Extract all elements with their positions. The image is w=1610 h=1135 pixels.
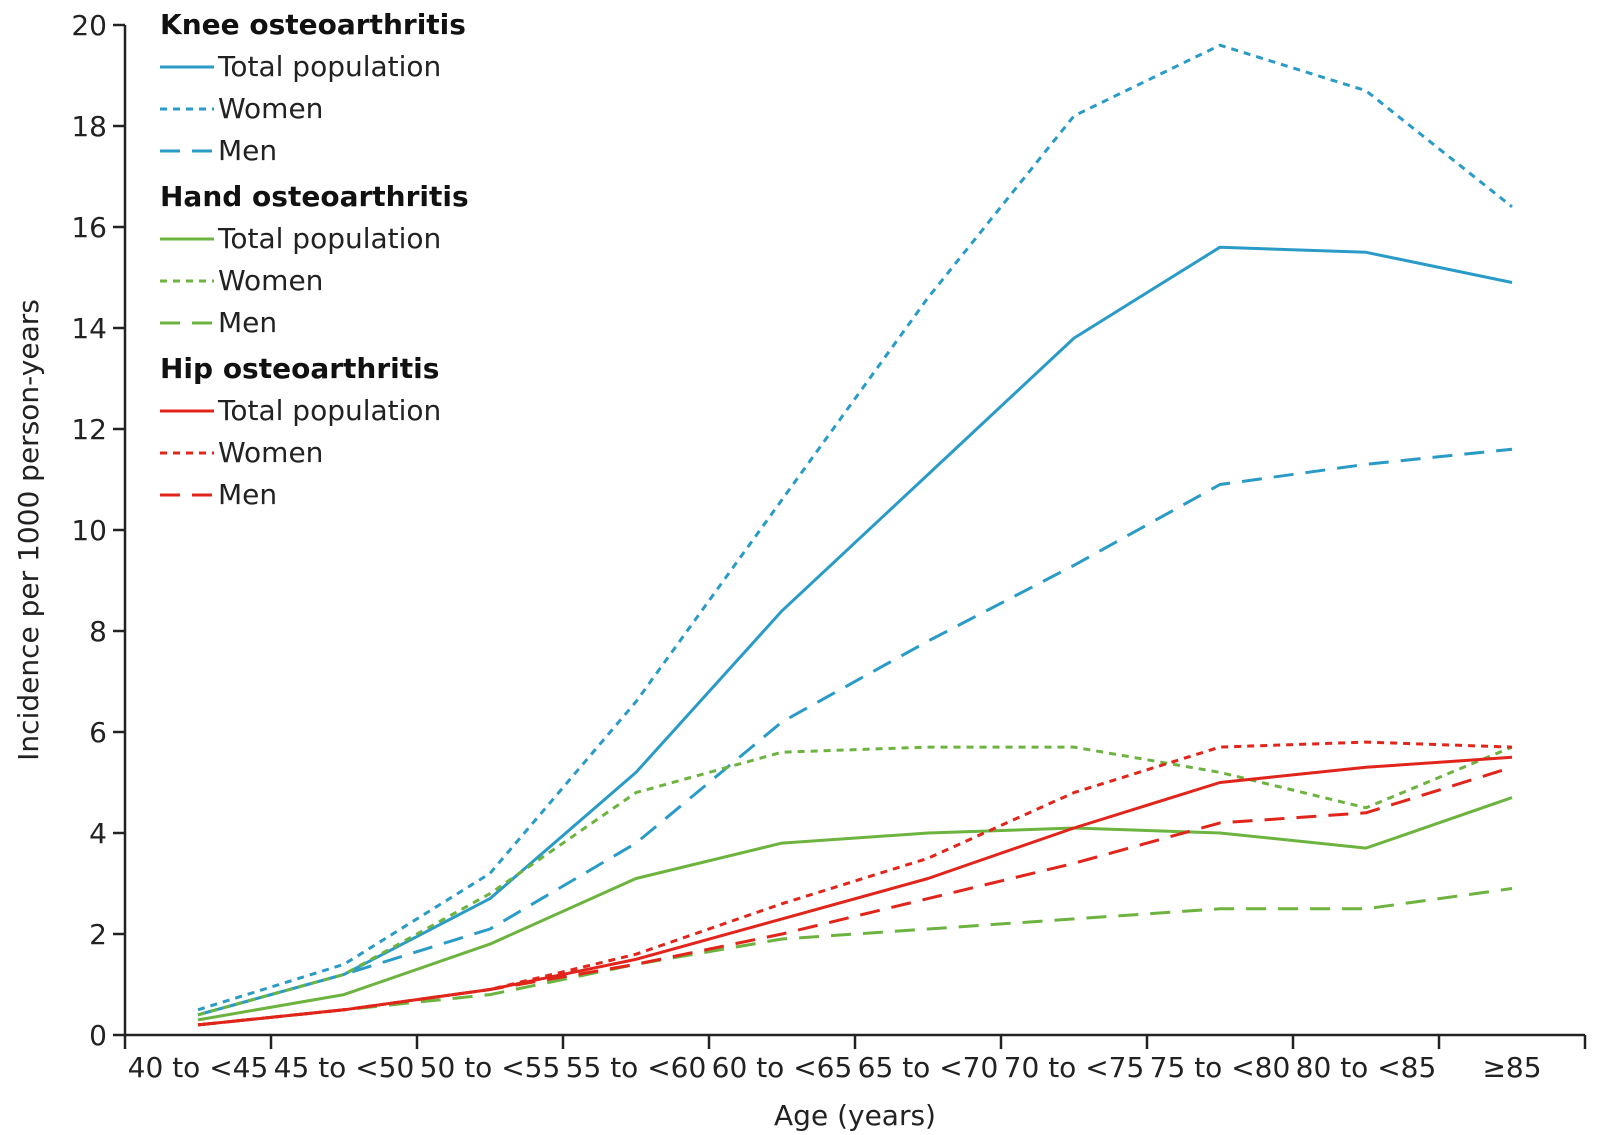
- legend-group-title: Hip osteoarthritis: [160, 352, 439, 385]
- series-line-hip-women: [197, 740, 1513, 1027]
- y-axis-title: Incidence per 1000 person-years: [12, 299, 45, 761]
- x-tick-label: 60 to <65: [712, 1051, 853, 1084]
- y-tick-label: 20: [71, 9, 107, 42]
- x-tick-label: 50 to <55: [420, 1051, 561, 1084]
- legend-label: Total population: [217, 222, 441, 255]
- x-tick-label: 65 to <70: [858, 1051, 999, 1084]
- series-line-hip-men: [197, 765, 1513, 1027]
- series-line-knee-men: [197, 447, 1513, 1017]
- y-tick-label: 8: [89, 615, 107, 648]
- x-tick-label: 75 to <80: [1150, 1051, 1291, 1084]
- x-tick-label: 55 to <60: [566, 1051, 707, 1084]
- y-tick-label: 12: [71, 413, 107, 446]
- series-line-hand-total-population: [197, 796, 1513, 1022]
- series-line-hip-total-population: [197, 755, 1513, 1027]
- x-tick-label: ≥85: [1482, 1051, 1541, 1084]
- x-tick-label: 80 to <85: [1296, 1051, 1437, 1084]
- legend-label: Women: [218, 264, 323, 297]
- x-tick-label: 45 to <50: [274, 1051, 415, 1084]
- legend-group-title: Knee osteoarthritis: [160, 8, 466, 41]
- y-tick-label: 16: [71, 211, 107, 244]
- legend-group-title: Hand osteoarthritis: [160, 180, 469, 213]
- y-tick-label: 0: [89, 1019, 107, 1052]
- legend: Knee osteoarthritis Total population Women…: [160, 8, 469, 511]
- x-tick-label: 40 to <45: [128, 1051, 269, 1084]
- series-line-knee-women: [197, 43, 1513, 1012]
- legend-label: Total population: [217, 394, 441, 427]
- y-tick-label: 2: [89, 918, 107, 951]
- y-tick-label: 14: [71, 312, 107, 345]
- y-tick-label: 10: [71, 514, 107, 547]
- x-tick-label: 70 to <75: [1004, 1051, 1145, 1084]
- series-line-hand-women: [197, 745, 1513, 1017]
- series-line-hand-men: [197, 887, 1513, 1027]
- legend-label: Total population: [217, 50, 441, 83]
- series-line-knee-total-population: [197, 245, 1513, 1017]
- x-axis-title: Age (years): [774, 1099, 936, 1132]
- axes: 0 2 4 6 8 10 12 14 16 18 20 40 to <45 45 to <50 50 to…: [71, 9, 1587, 1084]
- y-tick-label: 4: [89, 817, 107, 850]
- legend-label: Men: [218, 306, 277, 339]
- legend-label: Women: [218, 436, 323, 469]
- y-tick-label: 18: [71, 110, 107, 143]
- legend-label: Women: [218, 92, 323, 125]
- series-layer: [197, 43, 1513, 1027]
- y-tick-label: 6: [89, 716, 107, 749]
- legend-label: Men: [218, 478, 277, 511]
- legend-label: Men: [218, 134, 277, 167]
